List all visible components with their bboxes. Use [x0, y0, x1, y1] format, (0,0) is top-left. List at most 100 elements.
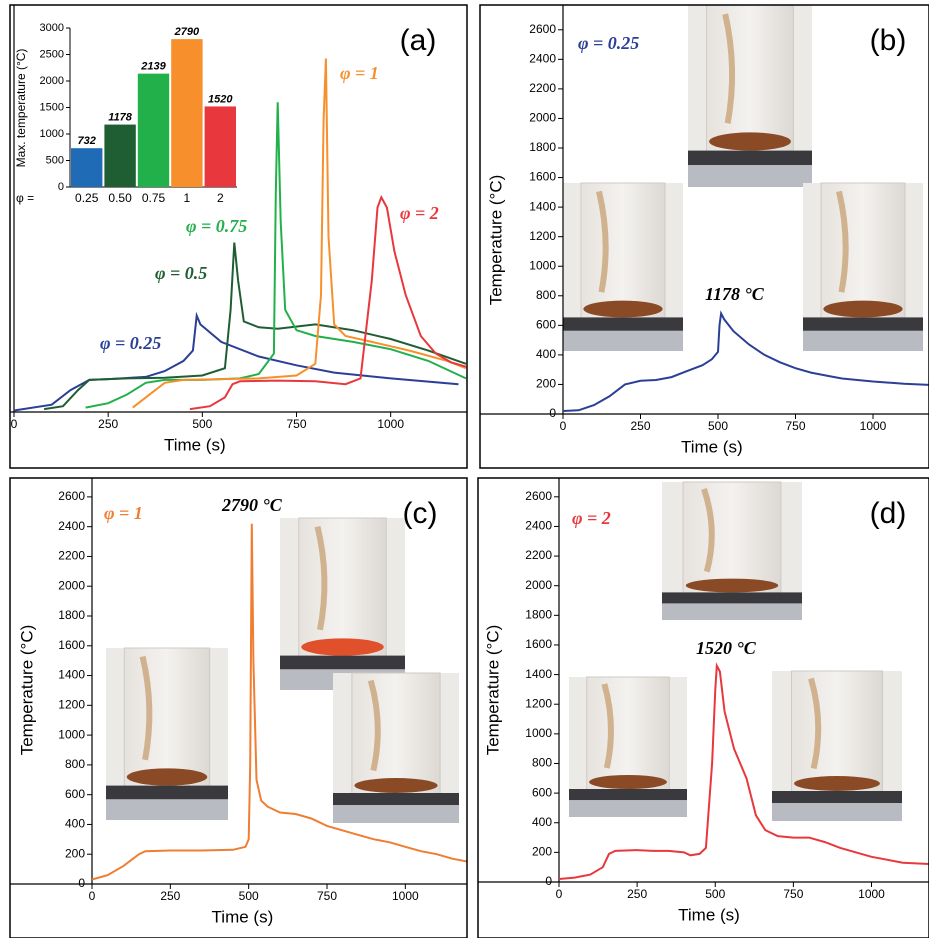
x-tick-label: 750: [785, 419, 805, 433]
hot-plate: [280, 656, 405, 670]
y-tick-label: 400: [65, 817, 85, 831]
inset-category-label: 0.50: [108, 191, 132, 205]
hot-plate: [688, 151, 812, 166]
panel-label: (c): [403, 497, 438, 530]
x-tick-label: 250: [630, 419, 650, 433]
x-axis-title: Time (s): [212, 907, 274, 926]
inset-category-prefix: φ =: [16, 191, 34, 205]
inset-value-label: 2139: [140, 61, 166, 73]
x-tick-label: 250: [160, 889, 180, 903]
hot-plate-base: [563, 331, 683, 351]
x-tick-label: 1000: [392, 889, 419, 903]
inset-value-label: 732: [78, 135, 96, 147]
y-tick-label: 1400: [525, 667, 552, 681]
y-axis-title: Temperature (°C): [486, 175, 505, 306]
x-tick-label: 500: [705, 887, 725, 901]
y-tick-label: 2000: [525, 578, 552, 592]
series-line: [14, 316, 459, 411]
y-tick-label: 1800: [525, 608, 552, 622]
hot-plate-base: [662, 603, 802, 620]
hot-plate: [772, 791, 902, 803]
x-axis-title: Time (s): [164, 435, 226, 454]
x-tick-label: 1000: [860, 419, 887, 433]
inset-category-label: 2: [217, 191, 224, 205]
x-tick-label: 500: [239, 889, 259, 903]
product: [301, 638, 384, 655]
y-tick-label: 1000: [525, 726, 552, 740]
hot-plate-base: [569, 800, 687, 817]
hot-plate-base: [333, 805, 459, 823]
y-tick-label: 200: [532, 845, 552, 859]
panel-label: (a): [400, 24, 437, 57]
x-axis-title: Time (s): [678, 905, 740, 924]
product: [583, 301, 662, 318]
inset-y-tick-label: 2500: [40, 48, 64, 60]
inset-value-label: 1520: [208, 93, 233, 105]
y-tick-label: 1600: [58, 638, 85, 652]
hot-plate-base: [803, 331, 923, 351]
y-tick-label: 2200: [58, 549, 85, 563]
hot-plate-base: [688, 165, 812, 187]
x-tick-label: 0: [89, 889, 96, 903]
y-tick-label: 2400: [525, 519, 552, 533]
beaker: [299, 518, 387, 659]
panel-label: (d): [870, 497, 907, 530]
figure: 02505007501000Time (s)φ = 0.25φ = 0.5φ =…: [0, 0, 929, 938]
product: [794, 776, 880, 791]
y-tick-label: 200: [536, 377, 556, 391]
inset-category-label: 0.25: [75, 191, 99, 205]
y-tick-label: 800: [536, 288, 556, 302]
series-label: φ = 2: [572, 508, 611, 528]
panel-frame: [10, 5, 467, 468]
x-tick-label: 0: [11, 417, 18, 431]
inset-category-label: 1: [184, 191, 191, 205]
y-tick-label: 400: [536, 347, 556, 361]
hot-plate-base: [106, 799, 228, 820]
beaker: [792, 671, 883, 794]
inset-y-tick-label: 0: [58, 181, 64, 193]
y-tick-label: 800: [65, 757, 85, 771]
y-tick-label: 2200: [525, 548, 552, 562]
y-tick-label: 2200: [529, 81, 556, 95]
y-tick-label: 1400: [529, 199, 556, 213]
inset-y-tick-label: 2000: [40, 75, 64, 87]
y-tick-label: 200: [65, 846, 85, 860]
series-line: [44, 243, 466, 410]
peak-annotation: 2790 °C: [221, 495, 283, 515]
y-tick-label: 400: [532, 815, 552, 829]
inset-bar: [171, 39, 202, 187]
x-tick-label: 750: [286, 417, 306, 431]
y-tick-label: 1600: [525, 637, 552, 651]
product: [354, 778, 437, 793]
y-tick-label: 1200: [58, 698, 85, 712]
y-axis-title: Temperature (°C): [483, 625, 502, 756]
y-tick-label: 0: [78, 876, 85, 890]
x-tick-label: 1000: [858, 887, 885, 901]
y-tick-label: 2400: [529, 52, 556, 66]
x-tick-label: 750: [783, 887, 803, 901]
product: [589, 775, 667, 789]
series-label: φ = 1: [340, 63, 379, 83]
series-label: φ = 0.25: [578, 33, 639, 53]
inset-value-label: 1178: [108, 111, 133, 123]
peak-annotation: 1178 °C: [705, 284, 765, 304]
inset-y-tick-label: 3000: [40, 22, 64, 34]
x-tick-label: 0: [560, 419, 567, 433]
x-tick-label: 500: [192, 417, 212, 431]
beaker: [124, 648, 209, 789]
y-tick-label: 0: [545, 874, 552, 888]
x-tick-label: 0: [556, 887, 563, 901]
y-tick-label: 1000: [58, 727, 85, 741]
series-label: φ = 0.25: [100, 333, 161, 353]
inset-y-tick-label: 1000: [40, 128, 64, 140]
inset-bar: [138, 74, 169, 187]
y-tick-label: 600: [65, 787, 85, 801]
inset-y-tick-label: 500: [46, 154, 64, 166]
beaker: [352, 673, 440, 796]
y-tick-label: 2600: [58, 489, 85, 503]
hot-plate-base: [772, 803, 902, 821]
